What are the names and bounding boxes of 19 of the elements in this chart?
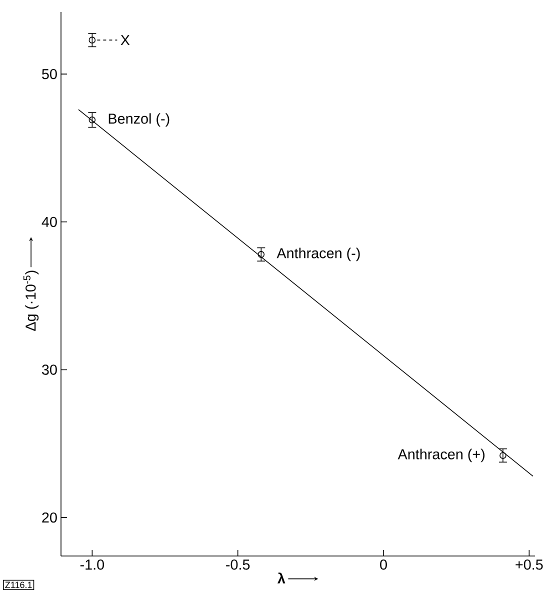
- x-tick-label: 0: [380, 560, 387, 570]
- x-tick-label: +0.5: [516, 560, 543, 570]
- x-tick-label: -1.0: [80, 560, 104, 570]
- point: [88, 116, 96, 124]
- annotation: Benzol (-): [108, 113, 170, 127]
- y-tick-label: 40: [42, 216, 57, 228]
- point: [500, 452, 506, 459]
- y-tick-label: 30: [42, 364, 57, 375]
- text: Z116.1: [5, 582, 32, 588]
- x-tick-label: -0.5: [226, 560, 250, 570]
- annotation: Anthracen (+): [398, 448, 485, 462]
- y-tick-label: 50: [42, 68, 57, 80]
- x-axis-title: λ: [277, 572, 286, 584]
- annotation: X: [120, 35, 130, 46]
- annotation: Anthracen (-): [276, 248, 360, 262]
- point: [258, 251, 265, 258]
- point: [88, 36, 96, 44]
- y-axis-title: Δg (·10$^{-5}$): [23, 270, 39, 331]
- y-tick-label: 20: [42, 512, 57, 523]
